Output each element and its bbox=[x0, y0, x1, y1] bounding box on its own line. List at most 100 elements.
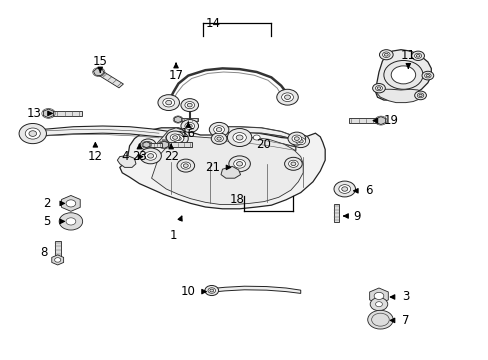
Circle shape bbox=[168, 131, 188, 146]
Polygon shape bbox=[32, 126, 168, 138]
Circle shape bbox=[382, 52, 389, 58]
Circle shape bbox=[372, 84, 385, 93]
Circle shape bbox=[187, 103, 192, 107]
Circle shape bbox=[416, 93, 423, 98]
Circle shape bbox=[415, 54, 419, 57]
Circle shape bbox=[183, 164, 188, 167]
Circle shape bbox=[341, 187, 347, 191]
Circle shape bbox=[284, 95, 290, 99]
Circle shape bbox=[181, 162, 190, 169]
Polygon shape bbox=[120, 128, 325, 209]
Polygon shape bbox=[181, 117, 198, 121]
Text: 15: 15 bbox=[93, 55, 107, 68]
Polygon shape bbox=[43, 109, 54, 118]
Circle shape bbox=[294, 137, 299, 140]
Circle shape bbox=[288, 160, 298, 167]
Text: 5: 5 bbox=[42, 215, 50, 228]
Circle shape bbox=[384, 53, 387, 56]
Circle shape bbox=[236, 135, 243, 140]
Circle shape bbox=[140, 139, 156, 150]
Circle shape bbox=[213, 126, 224, 134]
Circle shape bbox=[184, 102, 194, 109]
Text: 2: 2 bbox=[42, 197, 50, 210]
Circle shape bbox=[379, 50, 392, 60]
Circle shape bbox=[426, 75, 428, 77]
Circle shape bbox=[146, 143, 150, 146]
Text: 17: 17 bbox=[168, 69, 183, 82]
Polygon shape bbox=[117, 156, 136, 167]
Text: 12: 12 bbox=[88, 150, 102, 163]
Text: 11: 11 bbox=[400, 49, 415, 62]
Polygon shape bbox=[167, 143, 192, 147]
Circle shape bbox=[228, 156, 250, 172]
Polygon shape bbox=[333, 204, 338, 222]
Circle shape bbox=[170, 134, 180, 141]
Circle shape bbox=[143, 141, 152, 148]
Text: 10: 10 bbox=[181, 285, 195, 298]
Text: 8: 8 bbox=[40, 246, 48, 258]
Text: 4: 4 bbox=[121, 150, 128, 163]
Circle shape bbox=[207, 288, 215, 293]
Text: 9: 9 bbox=[352, 210, 360, 222]
Polygon shape bbox=[220, 136, 295, 150]
Polygon shape bbox=[52, 255, 63, 265]
Text: 3: 3 bbox=[401, 291, 409, 303]
Circle shape bbox=[375, 302, 382, 307]
Text: 13: 13 bbox=[27, 107, 41, 120]
Polygon shape bbox=[142, 142, 150, 148]
Circle shape bbox=[287, 132, 305, 145]
Circle shape bbox=[390, 66, 415, 84]
Circle shape bbox=[373, 292, 383, 300]
Circle shape bbox=[19, 123, 46, 144]
Circle shape bbox=[291, 135, 301, 142]
Circle shape bbox=[290, 162, 295, 166]
Circle shape bbox=[204, 285, 218, 296]
Polygon shape bbox=[93, 68, 104, 76]
Circle shape bbox=[216, 127, 222, 132]
Circle shape bbox=[369, 298, 387, 311]
Circle shape bbox=[175, 136, 181, 141]
Circle shape bbox=[281, 93, 293, 102]
Circle shape bbox=[236, 162, 242, 166]
Polygon shape bbox=[100, 72, 123, 88]
Circle shape bbox=[209, 122, 228, 137]
Text: 7: 7 bbox=[401, 314, 409, 327]
Polygon shape bbox=[151, 136, 303, 204]
Circle shape bbox=[172, 136, 177, 139]
Circle shape bbox=[418, 94, 421, 96]
Circle shape bbox=[166, 131, 183, 144]
Text: 1: 1 bbox=[169, 229, 177, 242]
Circle shape bbox=[181, 99, 198, 112]
Polygon shape bbox=[53, 111, 82, 116]
Bar bbox=[162, 139, 165, 141]
Circle shape bbox=[147, 154, 153, 158]
Circle shape bbox=[371, 313, 388, 326]
Text: 20: 20 bbox=[256, 138, 271, 150]
Circle shape bbox=[276, 89, 298, 105]
Polygon shape bbox=[149, 143, 161, 147]
Circle shape bbox=[338, 185, 350, 193]
Text: 16: 16 bbox=[181, 127, 195, 140]
Circle shape bbox=[253, 135, 260, 140]
Circle shape bbox=[29, 131, 37, 136]
Circle shape bbox=[375, 86, 382, 91]
Text: 21: 21 bbox=[205, 161, 220, 174]
Circle shape bbox=[66, 218, 76, 225]
Text: 18: 18 bbox=[229, 193, 244, 206]
Circle shape bbox=[284, 157, 302, 170]
Polygon shape bbox=[160, 141, 168, 148]
Circle shape bbox=[158, 95, 179, 111]
Circle shape bbox=[25, 128, 40, 139]
Circle shape bbox=[140, 148, 161, 164]
Circle shape bbox=[414, 91, 426, 100]
Circle shape bbox=[173, 135, 183, 143]
Circle shape bbox=[55, 258, 61, 262]
Polygon shape bbox=[220, 127, 295, 140]
Circle shape bbox=[421, 71, 433, 80]
Circle shape bbox=[59, 213, 82, 230]
Circle shape bbox=[227, 129, 251, 147]
Polygon shape bbox=[348, 118, 376, 123]
Circle shape bbox=[392, 67, 413, 83]
Circle shape bbox=[298, 139, 303, 143]
Text: 6: 6 bbox=[365, 184, 372, 197]
